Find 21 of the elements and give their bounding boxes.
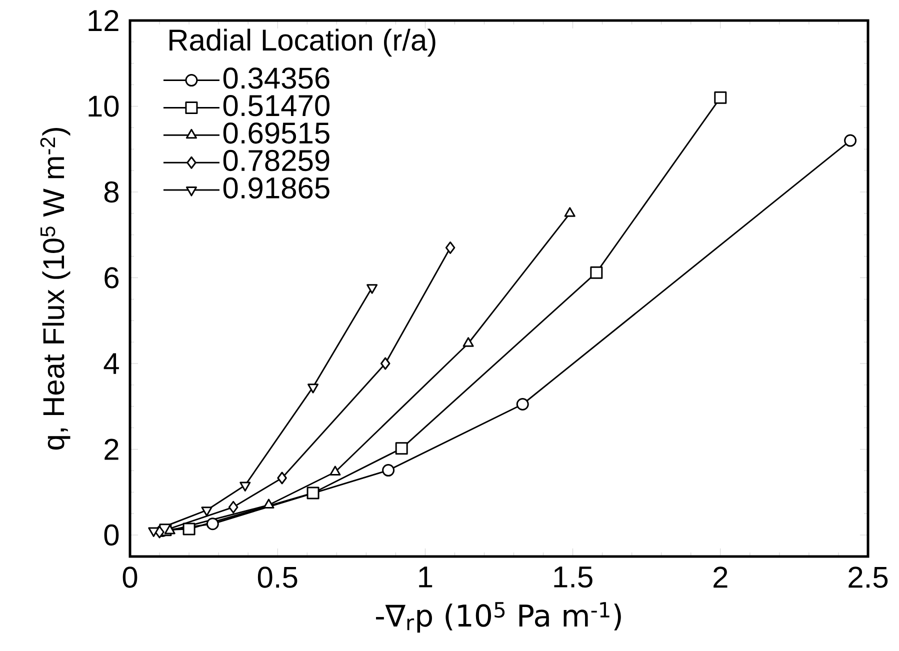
legend-label: 0.34356 — [223, 67, 330, 89]
y-tick-label: 10 — [88, 95, 119, 117]
x-tick-label: 0.5 — [258, 566, 298, 588]
legend-label: 0.69515 — [223, 122, 330, 144]
legend-label: 0.91865 — [223, 177, 330, 198]
y-tick-label: 4 — [104, 352, 119, 374]
y-tick-label: 8 — [104, 181, 119, 202]
x-tick-label: 2.5 — [848, 566, 888, 588]
y-axis-title: q, Heat Flux (10$^{5}$ W m$^{-2}$) — [40, 128, 70, 450]
x-tick-label: 1 — [419, 566, 432, 588]
x-tick-label: 0 — [122, 566, 138, 588]
x-tick-label: 1.5 — [554, 566, 592, 588]
legend-label: 0.51470 — [223, 94, 330, 116]
legend-label: 0.78259 — [223, 150, 330, 171]
x-axis-title: -∇$_{r}$p (10$^{5}$ Pa m$^{-1}$) — [376, 602, 621, 632]
legend-title: Radial Location (r/a) — [170, 28, 436, 56]
y-tick-label: 2 — [104, 438, 118, 460]
y-tick-label: 6 — [104, 266, 118, 288]
x-tick-label: 2 — [714, 566, 728, 588]
y-tick-label: 0 — [104, 524, 119, 546]
y-tick-label: 12 — [88, 10, 118, 31]
